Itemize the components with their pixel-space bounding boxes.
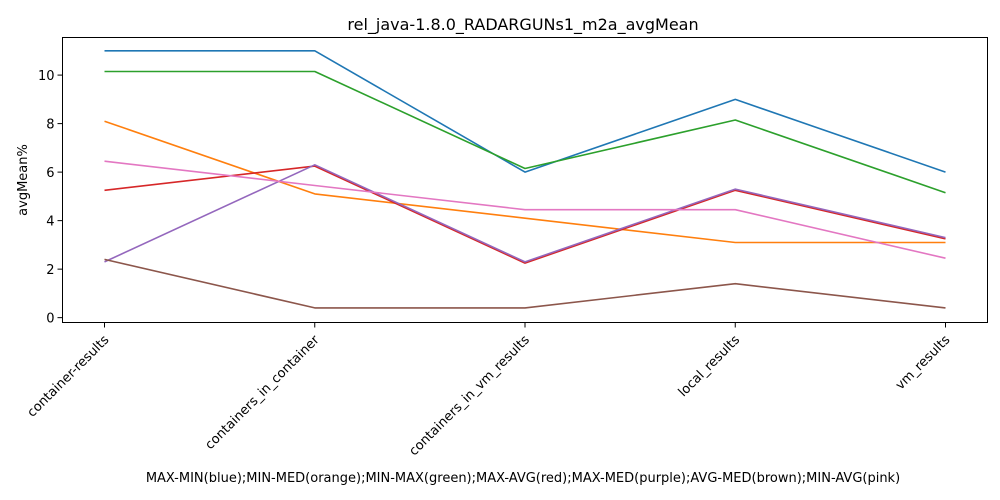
y-tick-label: 10 [38,69,55,84]
y-tick-label: 2 [46,263,54,278]
x-tick-label: container-results [25,333,113,421]
x-tick-label: local_results [676,333,744,401]
y-axis-label: avgMean% [16,144,31,216]
x-tick-label: containers_in_vm_results [407,333,533,459]
series-line-4 [104,165,946,264]
x-tick-label: vm_results [893,333,954,394]
y-tick-label: 0 [46,312,54,327]
y-tick-label: 6 [46,166,54,181]
chart-title: rel_java-1.8.0_RADARGUNs1_m2a_avgMean [347,15,698,35]
series-line-1 [104,49,946,173]
series-line-6 [104,258,946,309]
x-axis-label: MAX-MIN(blue);MIN-MED(orange);MIN-MAX(gr… [146,471,900,486]
plot-area: 0 2 4 6 8 10 container-results containers_in_co… [25,49,954,459]
series-line-2 [104,120,946,244]
y-tick-label: 8 [46,118,54,133]
plot-frame [62,37,988,323]
y-tick-label: 4 [46,215,54,230]
series-line-7 [104,160,946,259]
series-line-5 [104,164,946,263]
x-tick-label: containers_in_container [202,332,323,453]
series-line-3 [104,70,946,194]
